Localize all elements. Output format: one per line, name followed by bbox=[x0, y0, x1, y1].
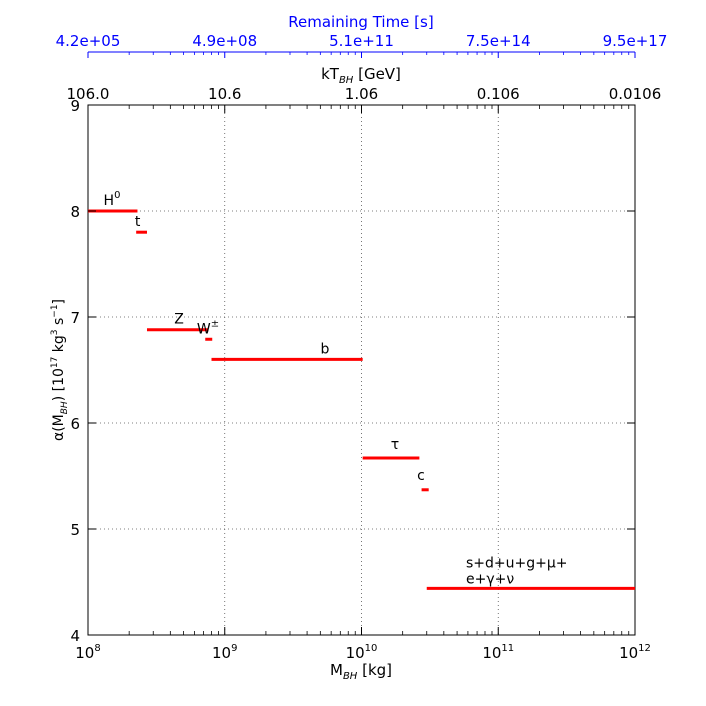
segment-label: Z bbox=[174, 312, 184, 328]
segment-label: s+d+u+g+μ+ bbox=[466, 555, 568, 571]
segment-label: H0 bbox=[104, 190, 121, 209]
segment-label-line2: e+γ+ν bbox=[466, 571, 514, 587]
segment-label: t bbox=[135, 214, 141, 230]
x-tick-label: 1012 bbox=[619, 643, 651, 662]
y-tick-label: 8 bbox=[70, 203, 80, 221]
top-axis-time-label: Remaining Time [s] bbox=[288, 13, 433, 31]
x-axis-label: MBH [kg] bbox=[330, 661, 392, 682]
time-tick-label: 4.9e+08 bbox=[192, 32, 257, 50]
kt-tick-label: 0.0106 bbox=[609, 85, 662, 103]
kt-tick-label: 1.06 bbox=[345, 85, 378, 103]
grid bbox=[88, 105, 635, 635]
top-axis-kt-ticks: 106.0 10.6 1.06 0.106 0.0106 bbox=[67, 85, 662, 103]
time-tick-label: 7.5e+14 bbox=[466, 32, 531, 50]
top-axis-kt-label: kTBH [GeV] bbox=[321, 65, 401, 86]
kt-tick-label: 0.106 bbox=[477, 85, 520, 103]
segment-label: W± bbox=[197, 318, 219, 337]
kt-tick-label: 10.6 bbox=[208, 85, 241, 103]
segment-label: τ bbox=[391, 437, 399, 453]
time-tick-label: 5.1e+11 bbox=[329, 32, 394, 50]
segment-label: b bbox=[321, 341, 330, 357]
x-axis-ticks: 108 109 1010 1011 1012 bbox=[75, 105, 651, 662]
x-tick-label: 108 bbox=[75, 643, 100, 662]
top-axis-time-ticks: 4.2e+05 4.9e+08 5.1e+11 7.5e+14 9.5e+17 bbox=[56, 32, 668, 58]
x-tick-label: 109 bbox=[212, 643, 237, 662]
y-axis-label: α(MBH) [1017 kg3 s−1] bbox=[50, 299, 70, 441]
y-tick-label: 7 bbox=[70, 309, 80, 327]
segment-labels: H0 t Z W± b τ c s+d+u+g+μ+e+γ+ν bbox=[104, 190, 568, 587]
y-tick-label: 6 bbox=[70, 415, 80, 433]
y-tick-label: 5 bbox=[70, 521, 80, 539]
y-axis-ticks: 4 5 6 7 8 9 bbox=[70, 97, 635, 645]
y-tick-label: 4 bbox=[70, 627, 80, 645]
time-tick-label: 4.2e+05 bbox=[56, 32, 121, 50]
segment-label: c bbox=[417, 468, 425, 484]
kt-tick-label: 106.0 bbox=[67, 85, 110, 103]
segments bbox=[88, 209, 635, 590]
x-tick-label: 1010 bbox=[346, 643, 378, 662]
x-tick-label: 1011 bbox=[482, 643, 514, 662]
time-tick-label: 9.5e+17 bbox=[603, 32, 668, 50]
y-tick-label: 9 bbox=[70, 97, 80, 115]
